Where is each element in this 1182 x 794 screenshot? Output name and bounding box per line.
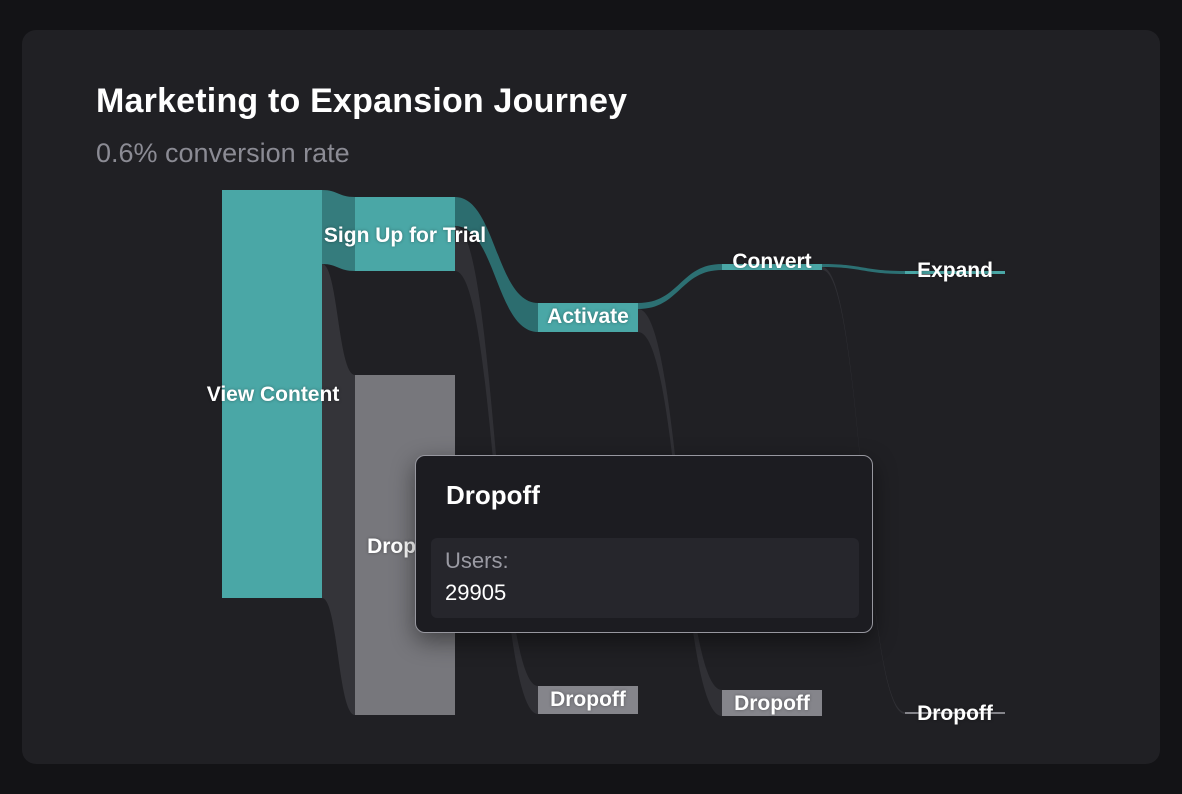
- funnel-node-dropoff-convert[interactable]: [722, 690, 822, 716]
- funnel-node-view-content[interactable]: [222, 190, 322, 598]
- node-label-signup: Sign Up for Trial: [323, 224, 487, 247]
- node-label-convert: Convert: [732, 250, 812, 273]
- node-label-dropoff-2: Dropoff: [550, 688, 626, 711]
- node-label-dropoff-3: Dropoff: [734, 692, 810, 715]
- funnel-card: Marketing to Expansion Journey 0.6% conv…: [22, 30, 1160, 764]
- node-label-view-content: View Content: [206, 383, 340, 406]
- tooltip-panel: Users: 29905: [431, 538, 859, 618]
- funnel-node-activate[interactable]: [538, 303, 638, 332]
- tooltip-users-label: Users:: [445, 548, 509, 573]
- tooltip: Dropoff Users: 29905: [415, 455, 873, 633]
- funnel-node-signup[interactable]: [355, 197, 455, 271]
- funnel-node-expand[interactable]: [905, 271, 1005, 274]
- chart-title: Marketing to Expansion Journey: [96, 82, 628, 120]
- tooltip-title: Dropoff: [446, 480, 540, 510]
- funnel-node-dropoff-activate[interactable]: [538, 686, 638, 714]
- node-label-dropoff-4: Dropoff: [917, 702, 993, 725]
- node-label-expand: Expand: [917, 259, 993, 282]
- chart-subtitle: 0.6% conversion rate: [96, 138, 350, 168]
- funnel-node-convert[interactable]: [722, 264, 822, 270]
- funnel-node-dropoff-expand[interactable]: [905, 712, 1005, 714]
- node-label-activate: Activate: [547, 305, 629, 328]
- tooltip-users-value: 29905: [445, 580, 507, 605]
